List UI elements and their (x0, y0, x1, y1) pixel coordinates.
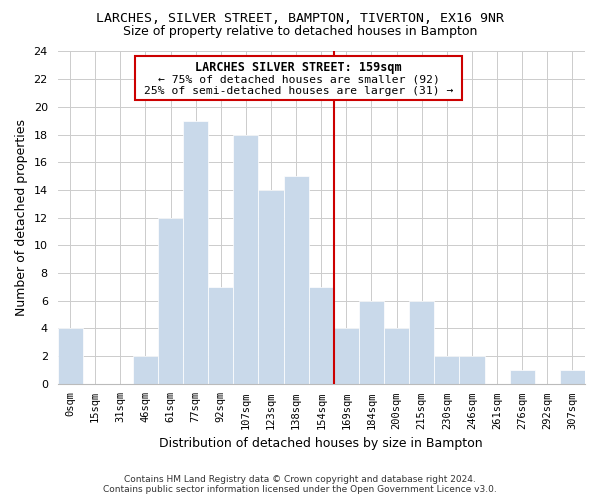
Bar (233, 134, 259, 384)
Y-axis label: Number of detached properties: Number of detached properties (15, 119, 28, 316)
Bar (259, 190, 284, 384)
Bar (183, 120, 208, 384)
FancyBboxPatch shape (136, 56, 462, 100)
Bar (560, 370, 585, 384)
Bar (208, 286, 233, 384)
Text: LARCHES, SILVER STREET, BAMPTON, TIVERTON, EX16 9NR: LARCHES, SILVER STREET, BAMPTON, TIVERTO… (96, 12, 504, 26)
Bar (334, 328, 359, 384)
Text: ← 75% of detached houses are smaller (92): ← 75% of detached houses are smaller (92… (158, 74, 440, 85)
Bar (434, 356, 460, 384)
Bar (409, 300, 434, 384)
Bar (509, 370, 535, 384)
Bar (133, 356, 158, 384)
Text: Contains HM Land Registry data © Crown copyright and database right 2024.
Contai: Contains HM Land Registry data © Crown c… (103, 474, 497, 494)
Bar (460, 356, 485, 384)
Text: Size of property relative to detached houses in Bampton: Size of property relative to detached ho… (123, 25, 477, 38)
Bar (158, 218, 183, 384)
Text: LARCHES SILVER STREET: 159sqm: LARCHES SILVER STREET: 159sqm (196, 61, 402, 74)
X-axis label: Distribution of detached houses by size in Bampton: Distribution of detached houses by size … (160, 437, 483, 450)
Bar (284, 176, 309, 384)
Bar (384, 328, 409, 384)
Bar (58, 328, 83, 384)
Bar (359, 300, 384, 384)
Text: 25% of semi-detached houses are larger (31) →: 25% of semi-detached houses are larger (… (144, 86, 454, 96)
Bar (309, 286, 334, 384)
